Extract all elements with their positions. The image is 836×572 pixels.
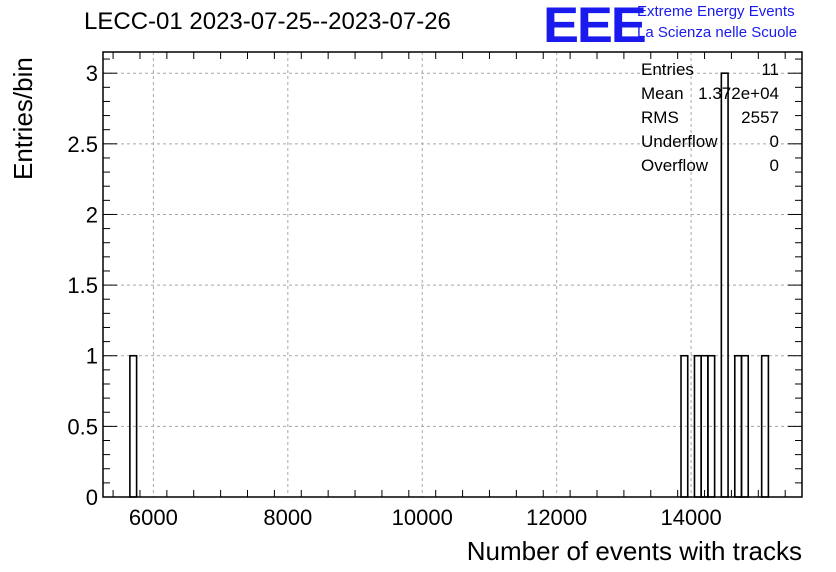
stats-value: 2557 [741,108,779,127]
chart-title: LECC-01 2023-07-25--2023-07-26 [84,8,451,35]
x-tick-label: 10000 [392,505,453,530]
y-tick-label: 0.5 [67,414,98,439]
y-tick-label: 2 [86,202,98,227]
x-tick-label: 14000 [661,505,722,530]
stats-value: 1.372e+04 [698,84,779,103]
stats-row-rms: RMS 2557 [641,106,779,130]
stats-value: 0 [769,156,779,175]
y-tick-label: 2.5 [67,132,98,157]
logo-line-1: Extreme Energy Events [637,3,795,20]
stats-row-mean: Mean 1.372e+04 [641,82,779,106]
y-axis-label: Entries/bin [8,57,38,180]
histogram-bars [129,72,770,498]
stats-box: Entries 11 Mean 1.372e+04 RMS 2557 Under… [641,58,779,178]
x-tick-label: 8000 [263,505,312,530]
x-tick-label: 6000 [129,505,178,530]
stats-label: Entries [641,60,694,79]
x-axis-label: Number of events with tracks [466,536,802,566]
tick-labels: 6000 8000 10000 12000 14000 0 0.5 1 1.5 2 2.5 3 [67,61,721,530]
eee-logo-mark: EEE [543,0,647,53]
stats-row-overflow: Overflow 0 [641,154,779,178]
stats-value: 11 [761,60,779,79]
axis-ticks [103,52,802,498]
x-tick-label: 12000 [526,505,587,530]
plot-frame [102,51,803,498]
stats-value: 0 [769,132,779,151]
y-tick-label: 1.5 [67,273,98,298]
stats-row-underflow: Underflow 0 [641,130,779,154]
stats-label: Mean [641,84,684,103]
stats-row-entries: Entries 11 [641,58,779,82]
stats-label: Overflow [641,156,709,175]
y-tick-label: 1 [86,344,98,369]
y-tick-label: 0 [86,485,98,510]
stats-label: Underflow [641,132,718,151]
stats-label: RMS [641,108,679,127]
logo-line-2: La Scienza nelle Scuole [637,24,798,41]
y-tick-label: 3 [86,61,98,86]
